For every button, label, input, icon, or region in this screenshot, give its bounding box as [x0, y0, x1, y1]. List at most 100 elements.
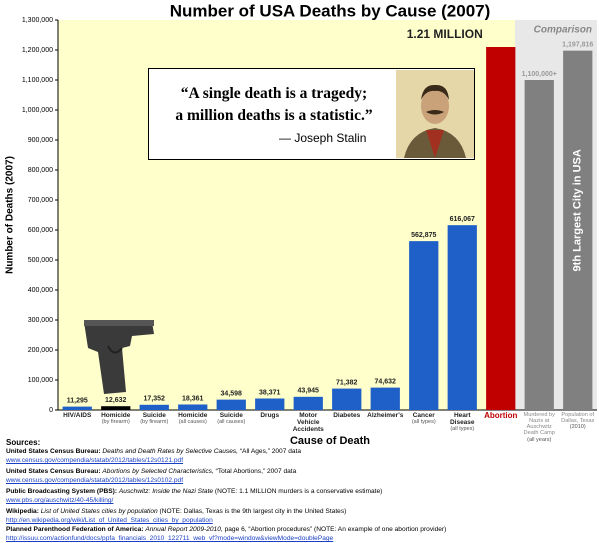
- x-tick-label: Suicide (by firearm): [135, 412, 174, 425]
- source-text: (NOTE: Dallas, Texas is the 9th largest …: [159, 508, 347, 515]
- y-tick-label: 100,000: [28, 377, 53, 384]
- value-label: 1,197,816: [562, 41, 593, 48]
- source-org: Public Broadcasting System (PBS):: [6, 488, 118, 495]
- source-link[interactable]: http://en.wikipedia.org/wiki/List_of_Uni…: [6, 517, 213, 524]
- y-tick-label: 1,300,000: [22, 17, 53, 24]
- value-label: 17,352: [144, 396, 166, 403]
- bar: [409, 241, 439, 410]
- source: United States Census Bureau: Abortions b…: [6, 467, 296, 485]
- source-org: Planned Parenthood Federation of America…: [6, 526, 144, 533]
- bar-annotation: 9th Largest City in USA: [572, 149, 584, 271]
- category-note: (all years): [527, 436, 552, 443]
- quote-box: “A single death is a tragedy; a million …: [148, 68, 475, 160]
- category-name: Cancer: [412, 412, 435, 419]
- category-name: Drugs: [260, 412, 280, 419]
- category-name: Suicide: [142, 412, 166, 419]
- x-tick-label: HIV/AIDS: [58, 412, 97, 419]
- quote-line: “A single death is a tragedy;: [180, 85, 368, 102]
- bar: [255, 398, 285, 410]
- source-title: Abortions by Selected Characteristics,: [102, 468, 214, 475]
- y-tick-label: 1,100,000: [22, 77, 53, 84]
- y-tick-label: 800,000: [28, 167, 53, 174]
- y-tick-label: 500,000: [28, 257, 53, 264]
- category-note: (all types): [411, 419, 436, 426]
- category-name: HIV/AIDS: [63, 412, 92, 419]
- category-name: Suicide: [219, 412, 243, 419]
- y-tick-label: 0: [49, 407, 53, 414]
- category-name: Population of Dallas, Texas: [561, 412, 595, 425]
- category-name: Diabetes: [333, 412, 361, 419]
- y-tick-label: 400,000: [28, 287, 53, 294]
- bar: [370, 387, 400, 410]
- source: Wikipedia: List of United States cities …: [6, 507, 346, 525]
- x-tick-label: Motor Vehicle Accidents: [289, 412, 328, 433]
- bar: [62, 406, 92, 410]
- x-tick-label: Diabetes: [328, 412, 367, 419]
- portrait: [396, 70, 474, 158]
- comparison-label: Comparison: [534, 25, 592, 36]
- gun-image: [84, 320, 154, 394]
- chart-title: Number of USA Deaths by Cause (2007): [170, 1, 491, 20]
- y-tick-label: 700,000: [28, 197, 53, 204]
- y-tick-label: 1,200,000: [22, 47, 53, 54]
- source-title: Annual Report 2009-2010,: [145, 526, 223, 533]
- x-tick-label: Homicide (by firearm): [97, 412, 136, 425]
- category-name: Homicide: [178, 412, 208, 419]
- category-name: Abortion: [484, 411, 518, 420]
- source-link[interactable]: www.census.gov/compendia/statab/2012/tab…: [6, 457, 184, 464]
- source-org: United States Census Bureau:: [6, 468, 101, 475]
- category-name: Homicide: [101, 412, 131, 419]
- bar: [486, 47, 516, 410]
- source-text: “Total Abortions,” 2007 data: [215, 468, 297, 475]
- value-label: 34,598: [221, 390, 243, 397]
- x-tick-label: Suicide (all causes): [212, 412, 251, 425]
- value-label: 562,875: [411, 232, 436, 239]
- x-tick-label: Population of Dallas, Texas (2010): [559, 412, 598, 430]
- category-note: (all types): [450, 426, 475, 433]
- value-label: 43,945: [298, 388, 320, 395]
- y-axis-title: Number of Deaths (2007): [5, 156, 16, 274]
- source-title: List of United States cities by populati…: [40, 508, 158, 515]
- source-link[interactable]: http://issuu.com/actionfund/docs/ppfa_fi…: [6, 535, 334, 542]
- category-name: Motor Vehicle Accidents: [292, 412, 324, 434]
- y-tick-label: 200,000: [28, 347, 53, 354]
- x-tick-label: Abortion: [482, 411, 521, 421]
- bar: [178, 404, 208, 410]
- value-label: 616,067: [450, 216, 475, 223]
- category-note: (by firearm): [140, 419, 169, 426]
- category-name: Heart Disease: [449, 412, 475, 427]
- source-title: Auschwitz: Inside the Nazi State: [118, 488, 214, 495]
- y-tick-label: 1,000,000: [22, 107, 53, 114]
- y-tick-label: 300,000: [28, 317, 53, 324]
- x-tick-label: Cancer (all types): [405, 412, 444, 425]
- value-label: 11,295: [67, 397, 88, 404]
- bar: [332, 388, 362, 410]
- y-tick-label: 600,000: [28, 227, 53, 234]
- value-label: 1,100,000+: [522, 71, 557, 78]
- value-label: 12,632: [105, 397, 127, 404]
- quote-author: — Joseph Stalin: [279, 131, 367, 145]
- bar: [524, 80, 554, 410]
- y-tick-label: 900,000: [28, 137, 53, 144]
- source-title: Deaths and Death Rates by Selective Caus…: [102, 448, 238, 455]
- source-link[interactable]: www.pbs.org/auschwitz/40-45/killing/: [6, 497, 114, 504]
- category-name: Murdered by Nazis at Auschwitz Death Cam…: [523, 412, 555, 437]
- bar: [293, 396, 323, 410]
- x-tick-label: Drugs: [251, 412, 290, 419]
- source-link[interactable]: www.census.gov/compendia/statab/2012/tab…: [6, 477, 184, 484]
- source-text: “All Ages,” 2007 data: [239, 448, 302, 455]
- source: Planned Parenthood Federation of America…: [6, 525, 446, 543]
- category-note: (all causes): [178, 419, 207, 426]
- x-tick-label: Homicide (all causes): [174, 412, 213, 425]
- category-note: (by firearm): [101, 419, 130, 426]
- value-label: 71,382: [336, 379, 358, 386]
- source-text: page 6, “Abortion procedures” (NOTE: An …: [224, 526, 447, 533]
- bar: [563, 50, 593, 410]
- source: United States Census Bureau: Deaths and …: [6, 447, 301, 465]
- bar: [216, 399, 246, 410]
- source-text: (NOTE: 1.1 MILLION murders is a conserva…: [214, 488, 383, 495]
- value-label: 38,371: [259, 389, 281, 396]
- x-tick-label: Murdered by Nazis at Auschwitz Death Cam…: [520, 412, 559, 443]
- category-note: (all causes): [217, 419, 246, 426]
